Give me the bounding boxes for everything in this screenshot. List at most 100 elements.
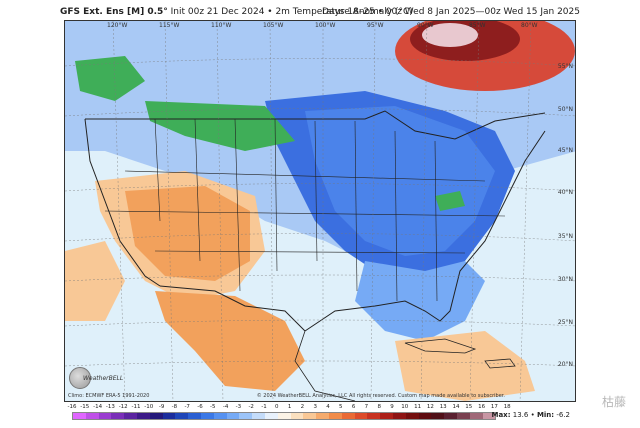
logo-text: WeatherBELL <box>83 375 124 382</box>
copyright-credit: © 2024 WeatherBELL Analytics, LLC All ri… <box>256 393 505 399</box>
graticule <box>65 21 575 401</box>
colorbar-labels: -16 -15 -14 -13 -12 -11 -10 -9 -8 -7 -6 -5 -4 -3 -2 -1 0… <box>68 404 512 412</box>
lat-label-25n: 25°N <box>557 319 573 326</box>
colorbar-label: -8 <box>171 404 178 410</box>
colorbar-cell <box>405 413 419 419</box>
warm-anomaly-pacific <box>65 241 125 321</box>
colorbar-cell <box>277 413 291 419</box>
colorbar-label: 0 <box>275 404 279 410</box>
colorbar-label: 18 <box>503 404 511 410</box>
colorbar-cell <box>124 413 137 419</box>
lon-label-80w: 80°W <box>521 22 538 29</box>
colorbar-cell <box>341 413 355 419</box>
colorbar-label: -7 <box>184 404 190 410</box>
colorbar-label: -10 <box>144 404 154 410</box>
colorbar-label: -13 <box>105 404 115 410</box>
lon-label-95w: 95°W <box>367 22 384 29</box>
title-left: GFS Ext. Ens [M] 0.5° Init 00z 21 Dec 20… <box>60 4 413 20</box>
lat-label-55n: 55°N <box>557 63 573 70</box>
colorbar-cell <box>482 413 496 419</box>
colorbar-label: 17 <box>490 404 498 410</box>
coast-west <box>84 118 161 287</box>
colorbar-cell <box>367 413 381 419</box>
weatherbell-logo: WeatherBELL <box>69 367 123 389</box>
colorbar-label: 3 <box>313 404 317 410</box>
colorbar-cell <box>380 413 393 419</box>
colorbar-cell <box>98 413 112 419</box>
max-label: Max: <box>491 411 511 419</box>
colorbar-cell <box>431 413 445 419</box>
lat-label-40n: 40°N <box>557 189 573 196</box>
colorbar-label: -15 <box>80 404 90 410</box>
anomaly-map: 120°W 115°W 110°W 105°W 100°W 95°W 90°W … <box>64 20 576 402</box>
lon-label-120w: 120°W <box>107 22 128 29</box>
colorbar-cell <box>239 413 253 419</box>
lat-label-20n: 20°N <box>557 361 573 368</box>
cold-anomaly-core <box>305 106 495 256</box>
lat-label-50n: 50°N <box>557 106 573 113</box>
lon-label-90w: 90°W <box>417 22 434 29</box>
colorbar-cell <box>418 413 432 419</box>
colorbar-cell <box>149 413 163 419</box>
anomaly-map-svg <box>65 21 575 401</box>
colorbar <box>72 412 497 420</box>
colorbar-label: 8 <box>377 404 381 410</box>
valid-period: Days 18–25 • 00z Wed 8 Jan 2025—00z Wed … <box>322 7 580 17</box>
lon-label-85w: 85°W <box>469 22 486 29</box>
colorbar-cell <box>444 413 457 419</box>
min-label: Min: <box>536 411 555 419</box>
warm-anomaly-canada-peak <box>422 23 478 47</box>
colorbar-label: -14 <box>93 404 103 410</box>
colorbar-label: -5 <box>210 404 216 410</box>
model-name: GFS Ext. Ens [M] 0.5° <box>60 7 168 17</box>
colorbar-label: 5 <box>339 404 343 410</box>
colorbar-label: -1 <box>261 404 267 410</box>
colorbar-label: -3 <box>235 404 242 410</box>
lon-label-110w: 110°W <box>211 22 232 29</box>
colorbar-cell <box>354 413 368 419</box>
colorbar-cell <box>303 413 317 419</box>
colorbar-cell <box>264 413 278 419</box>
colorbar-label: -4 <box>222 404 229 410</box>
colorbar-label: 2 <box>300 404 305 410</box>
colorbar-cell <box>73 413 86 419</box>
colorbar-cell <box>213 413 227 419</box>
warm-anomaly-west-core <box>125 186 250 281</box>
colorbar-cell <box>316 413 329 419</box>
colorbar-label: -9 <box>158 404 165 410</box>
colorbar-label: 9 <box>390 404 394 410</box>
climo-credit: Climo: ECMWF ERA-5 1991-2020 <box>68 393 150 399</box>
colorbar-label: 7 <box>364 404 369 410</box>
lon-label-105w: 105°W <box>263 22 284 29</box>
green-patch-nw <box>75 56 145 101</box>
watermark: 枯藤 <box>601 395 626 409</box>
colorbar-cell <box>200 413 214 419</box>
colorbar-label: 16 <box>478 404 486 410</box>
colorbar-cell <box>469 413 483 419</box>
colorbar-label: -2 <box>248 404 254 410</box>
lat-label-30n: 30°N <box>557 276 573 283</box>
max-value: 13.6 <box>512 411 529 419</box>
colorbar-cell <box>290 413 304 419</box>
warm-anomaly-mexico <box>155 291 305 391</box>
warm-anomaly-caribbean <box>395 331 535 401</box>
colorbar-cell <box>136 413 150 419</box>
border-us-canada <box>85 110 546 140</box>
colorbar-cell <box>392 413 406 419</box>
colorbar-cell <box>162 413 176 419</box>
init-info: Init 00z 21 Dec 2024 • 2m Temperature An… <box>170 7 413 17</box>
colorbar-label: 4 <box>326 404 330 410</box>
coast-east <box>304 130 546 332</box>
green-patch-east <box>435 191 465 211</box>
colorbar-label: 14 <box>452 404 460 410</box>
colorbar-label: 10 <box>401 404 409 410</box>
lat-label-35n: 35°N <box>557 233 573 240</box>
header: GFS Ext. Ens [M] 0.5° Init 00z 21 Dec 20… <box>60 4 580 20</box>
colorbar-label: 6 <box>351 404 356 410</box>
logo-globe-icon <box>69 367 91 389</box>
lat-label-45n: 45°N <box>557 147 573 154</box>
colorbar-cell <box>188 413 201 419</box>
colorbar-cell <box>226 413 240 419</box>
lon-label-115w: 115°W <box>159 22 180 29</box>
colorbar-cell <box>456 413 470 419</box>
